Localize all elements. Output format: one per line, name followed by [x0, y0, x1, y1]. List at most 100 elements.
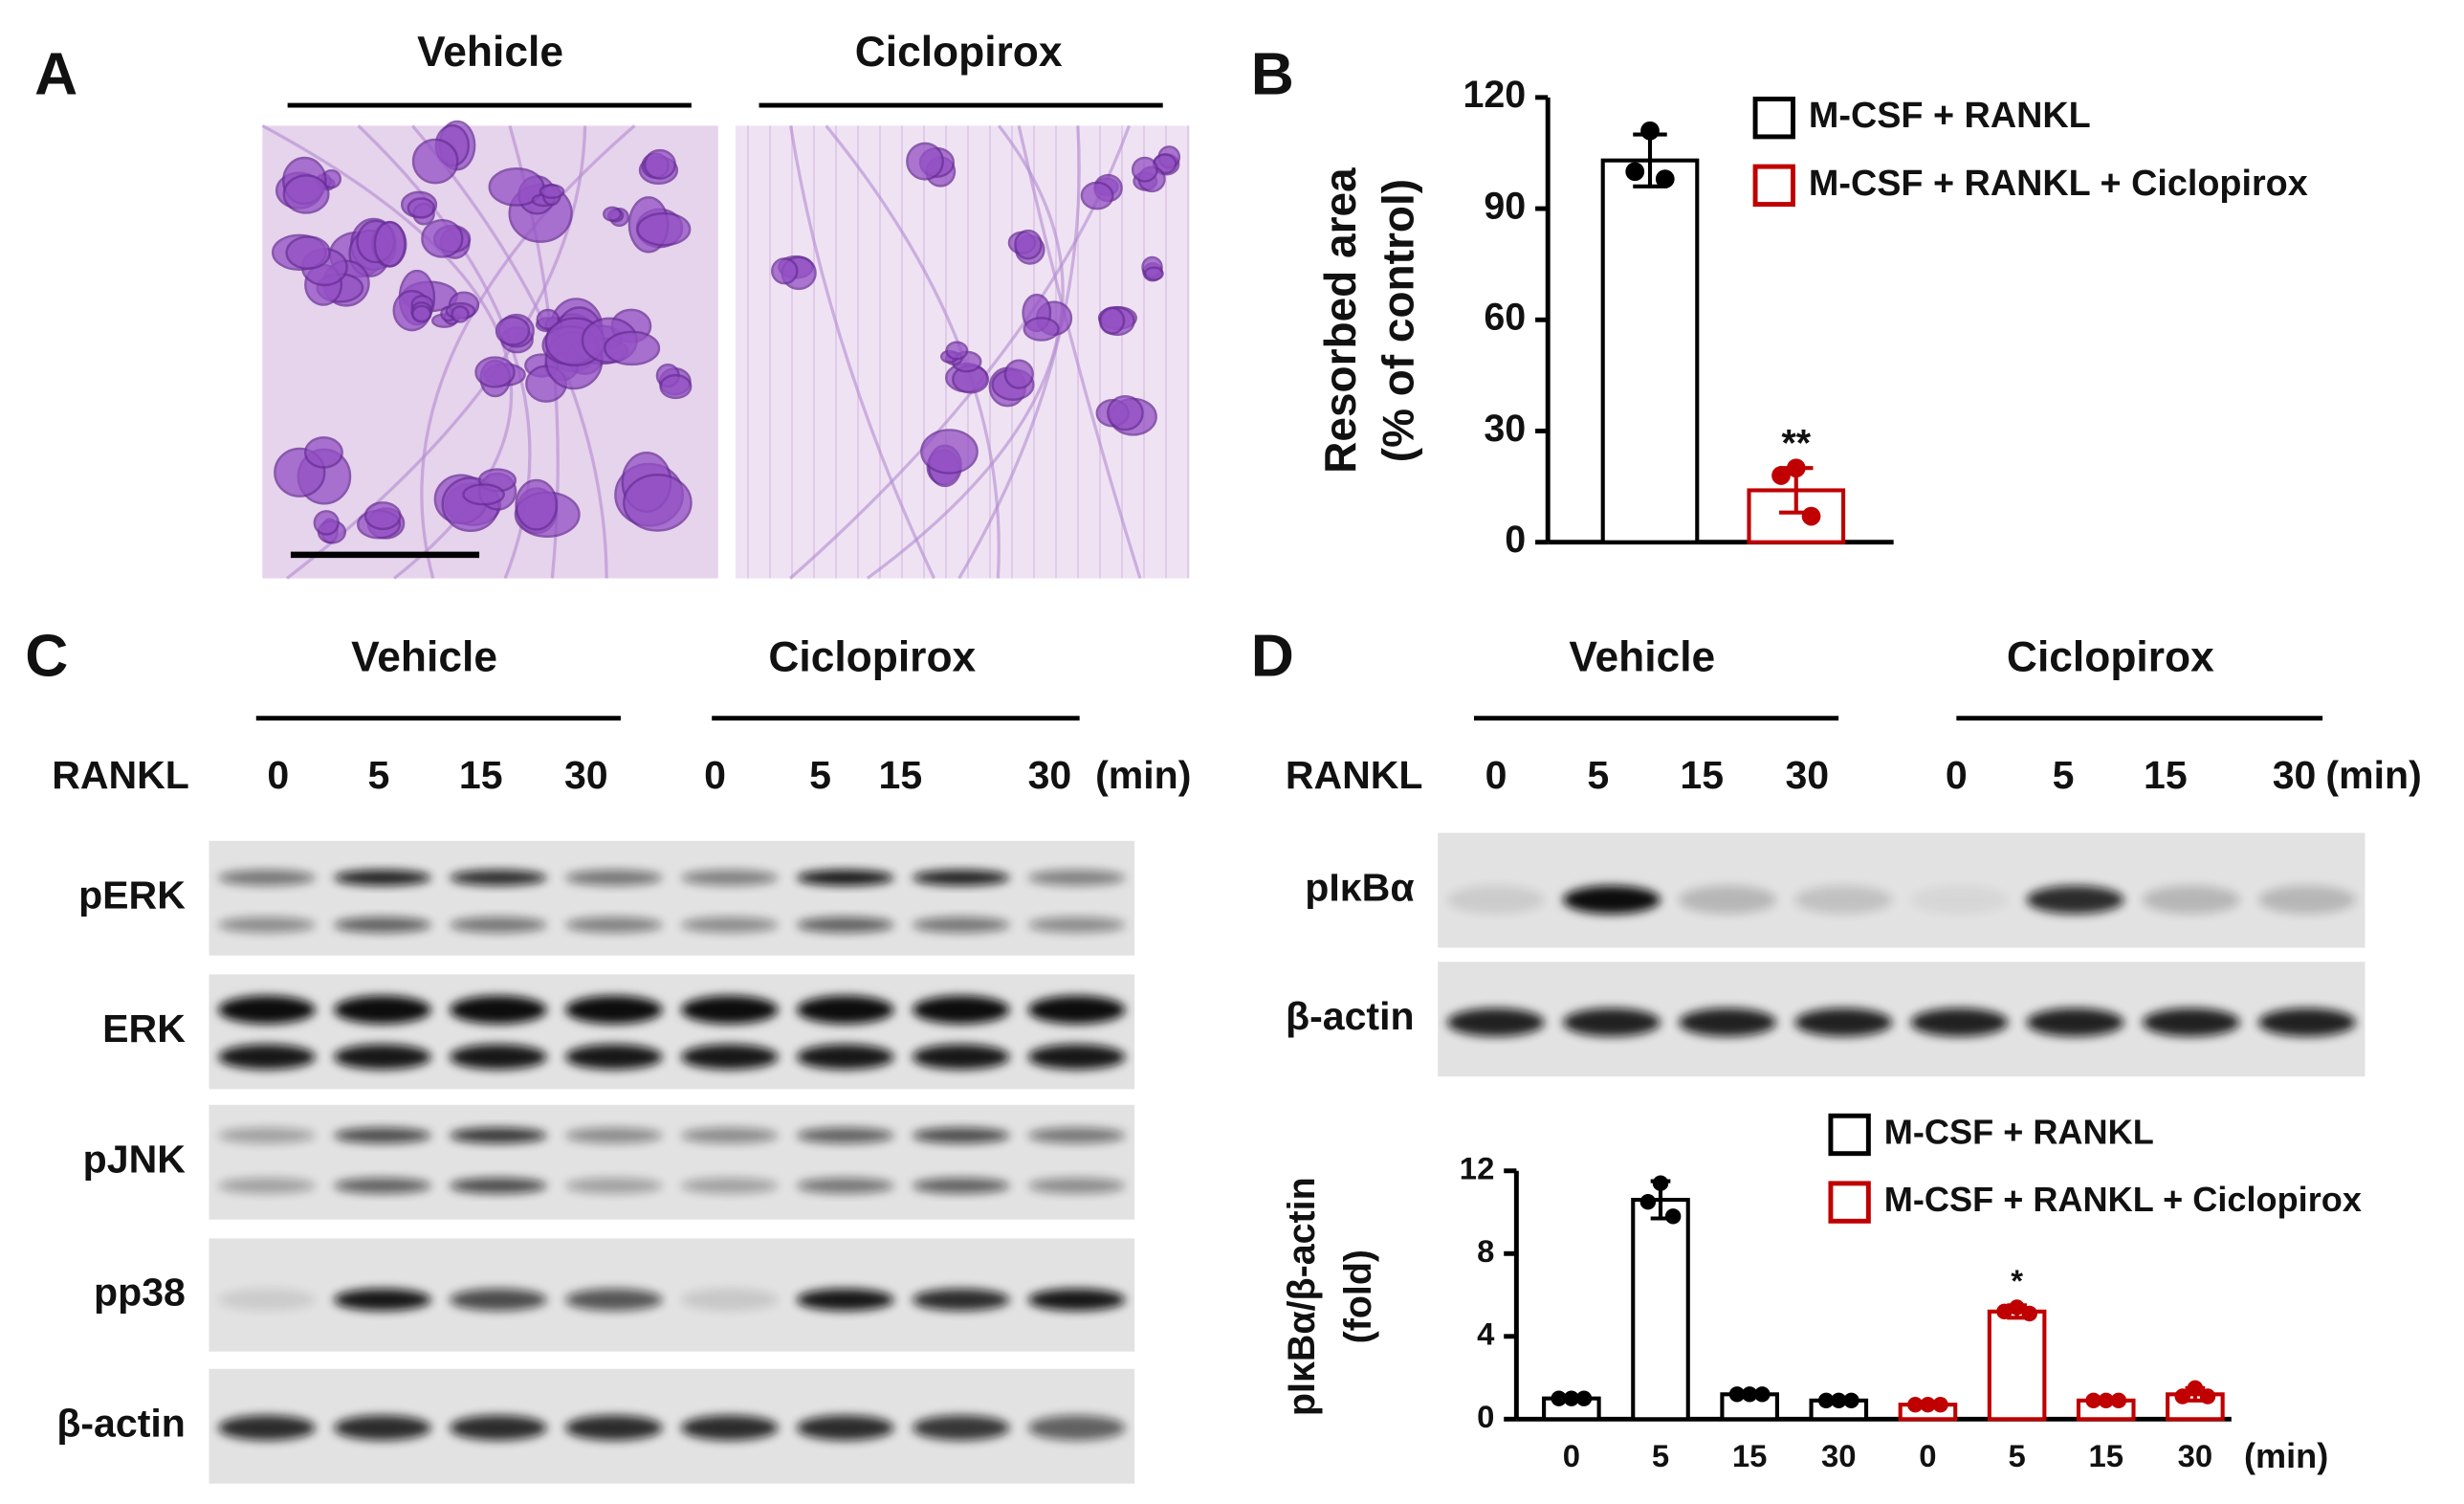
band: [1910, 885, 2009, 915]
band: [1563, 885, 1661, 915]
cell: [1107, 395, 1144, 431]
bar: [1631, 1197, 1690, 1422]
band: [334, 917, 431, 933]
group-label: Ciclopirox: [2007, 634, 2214, 681]
band: [796, 1415, 894, 1441]
band: [796, 995, 894, 1025]
data-point: [1754, 1386, 1771, 1403]
blot: [209, 840, 1135, 956]
data-point: [1640, 121, 1660, 141]
data-point: [1786, 458, 1806, 478]
band: [218, 1044, 316, 1070]
data-point: [2174, 1388, 2190, 1404]
cell: [313, 510, 340, 536]
blot-label: pERK: [78, 874, 186, 918]
y-tick-label: 60: [1484, 297, 1526, 339]
panel-label: B: [1251, 41, 1294, 108]
band: [1446, 1007, 1545, 1037]
band: [796, 1288, 894, 1311]
band: [796, 870, 894, 886]
time-label: 5: [368, 753, 390, 797]
cell: [282, 174, 330, 214]
data-point: [1843, 1392, 1859, 1409]
band: [565, 995, 663, 1025]
data-point: [2110, 1392, 2127, 1409]
data-point: [1664, 1208, 1682, 1225]
band: [218, 995, 316, 1025]
band: [218, 870, 316, 886]
band: [912, 917, 1010, 933]
time-label: 30: [564, 753, 608, 797]
band: [796, 1178, 894, 1194]
band: [680, 1127, 779, 1144]
time-label: 0: [1946, 753, 1968, 797]
cell: [1143, 266, 1164, 281]
band: [218, 917, 316, 933]
band: [1794, 1007, 1893, 1037]
band: [334, 995, 431, 1025]
band: [2142, 1007, 2240, 1037]
blot: [209, 1104, 1135, 1220]
cell: [451, 305, 470, 323]
band: [1027, 1288, 1126, 1311]
band: [912, 870, 1010, 886]
texture: [1017, 125, 1142, 579]
legend-label: M-CSF + RANKL + Ciclopirox: [1884, 1180, 2362, 1219]
time-label: 15: [1680, 753, 1724, 797]
band: [218, 1178, 316, 1194]
band: [450, 1288, 547, 1311]
band: [565, 1127, 663, 1144]
legend-label: M-CSF + RANKL: [1884, 1113, 2154, 1152]
cell: [363, 501, 402, 531]
band: [1563, 1007, 1661, 1037]
y-tick-label: 120: [1463, 74, 1526, 116]
band: [450, 995, 547, 1025]
legend-label: M-CSF + RANKL + Ciclopirox: [1809, 164, 2308, 204]
band: [450, 917, 547, 933]
band: [334, 1044, 431, 1070]
x-tick-label: 5: [2008, 1438, 2025, 1473]
band: [1446, 885, 1545, 915]
row-label: RANKL: [1286, 753, 1423, 797]
y-tick-label: 8: [1477, 1233, 1494, 1269]
band: [1027, 995, 1126, 1025]
data-point: [1655, 169, 1675, 188]
band: [1027, 917, 1126, 933]
band: [450, 1178, 547, 1194]
band: [2026, 885, 2124, 915]
y-tick-label: 12: [1460, 1150, 1495, 1185]
band: [1027, 1044, 1126, 1070]
band: [912, 995, 1010, 1025]
band: [2142, 885, 2240, 915]
group-label: Ciclopirox: [855, 29, 1063, 76]
group-label: Vehicle: [417, 29, 563, 76]
band: [450, 1044, 547, 1070]
cell: [603, 206, 623, 222]
time-label: 15: [459, 753, 503, 797]
y-tick-label: 0: [1505, 519, 1526, 561]
significance: *: [2011, 1263, 2023, 1298]
y-axis-label: (% of control): [1374, 179, 1423, 462]
x-tick-label: 15: [1732, 1438, 1768, 1473]
band: [796, 917, 894, 933]
band: [680, 995, 779, 1025]
data-point: [1575, 1390, 1593, 1406]
time-label: 5: [1587, 753, 1609, 797]
cell: [659, 373, 693, 400]
blot-label: pIκBα: [1305, 865, 1414, 909]
band: [912, 1044, 1010, 1070]
data-point: [1831, 1392, 1847, 1409]
time-label: 0: [1485, 753, 1507, 797]
cell: [643, 148, 676, 180]
blot-label: β-actin: [1286, 994, 1415, 1038]
data-point: [2009, 1299, 2025, 1316]
data-point: [1728, 1386, 1746, 1403]
band: [450, 870, 547, 886]
legend-swatch: [1828, 1181, 1871, 1224]
data-point: [1801, 506, 1821, 526]
cell: [771, 257, 799, 285]
data-point: [1907, 1396, 1924, 1413]
panel-label: C: [25, 622, 68, 689]
band: [1027, 1178, 1126, 1194]
